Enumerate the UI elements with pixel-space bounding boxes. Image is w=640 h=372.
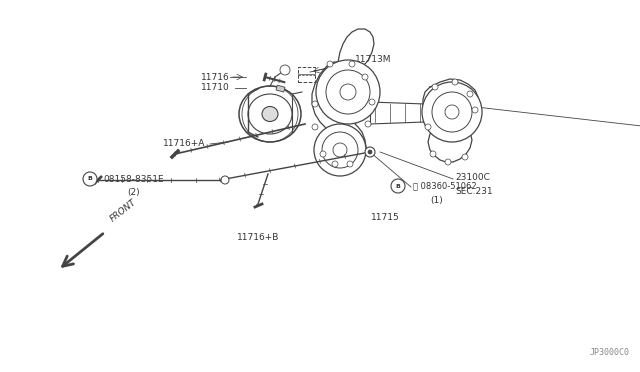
Text: 23100C: 23100C bbox=[455, 173, 490, 182]
Text: 11716+A: 11716+A bbox=[163, 140, 205, 148]
Text: 08158-8351E: 08158-8351E bbox=[103, 174, 164, 183]
Circle shape bbox=[365, 147, 375, 157]
Text: B: B bbox=[396, 183, 401, 189]
Bar bbox=[276, 85, 285, 92]
Text: JP3000C0: JP3000C0 bbox=[590, 348, 630, 357]
Circle shape bbox=[280, 65, 290, 75]
Circle shape bbox=[365, 121, 371, 127]
Text: B: B bbox=[88, 176, 92, 182]
Circle shape bbox=[347, 161, 353, 167]
Circle shape bbox=[432, 84, 438, 90]
Circle shape bbox=[221, 176, 229, 184]
Circle shape bbox=[362, 74, 368, 80]
Circle shape bbox=[332, 161, 338, 167]
Text: (2): (2) bbox=[127, 189, 140, 198]
Circle shape bbox=[472, 107, 478, 113]
Text: 11713M: 11713M bbox=[355, 55, 392, 64]
Circle shape bbox=[368, 150, 372, 154]
Circle shape bbox=[369, 99, 375, 105]
Text: 11716: 11716 bbox=[201, 73, 230, 81]
Text: 11710: 11710 bbox=[201, 83, 230, 93]
Text: SEC.231: SEC.231 bbox=[455, 187, 493, 196]
Circle shape bbox=[349, 61, 355, 67]
Text: (1): (1) bbox=[430, 196, 443, 205]
Text: FRONT: FRONT bbox=[108, 198, 138, 224]
Text: Ⓑ 08360-51062: Ⓑ 08360-51062 bbox=[413, 182, 477, 190]
Circle shape bbox=[462, 154, 468, 160]
Circle shape bbox=[314, 124, 366, 176]
Circle shape bbox=[312, 101, 318, 107]
Circle shape bbox=[445, 159, 451, 165]
Circle shape bbox=[316, 60, 380, 124]
Circle shape bbox=[430, 151, 436, 157]
Circle shape bbox=[452, 79, 458, 85]
Circle shape bbox=[467, 91, 473, 97]
Text: 11716+B: 11716+B bbox=[237, 232, 279, 241]
Circle shape bbox=[327, 61, 333, 67]
Circle shape bbox=[83, 172, 97, 186]
Ellipse shape bbox=[262, 106, 278, 122]
Circle shape bbox=[312, 124, 318, 130]
Circle shape bbox=[320, 151, 326, 157]
Text: 11715: 11715 bbox=[371, 212, 399, 221]
Circle shape bbox=[391, 179, 405, 193]
Circle shape bbox=[422, 82, 482, 142]
Circle shape bbox=[425, 124, 431, 130]
Ellipse shape bbox=[239, 86, 301, 142]
